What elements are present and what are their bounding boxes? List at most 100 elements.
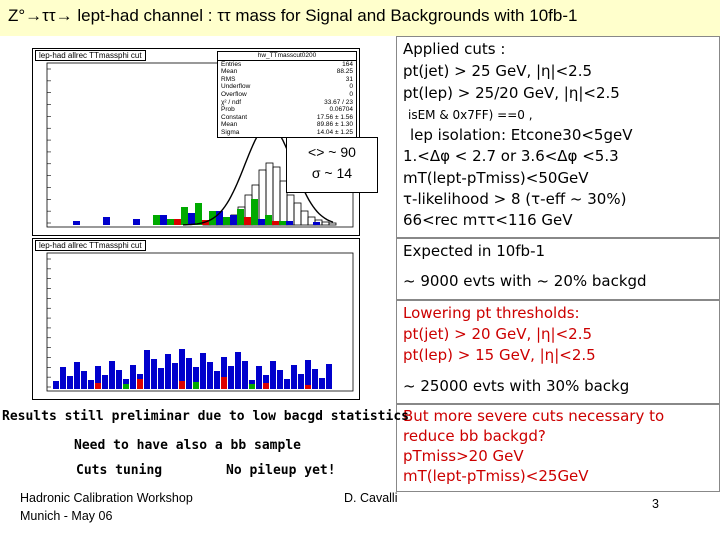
green-bar (279, 221, 286, 225)
cut-mass-window: 66<rec mττ<116 GeV (403, 211, 573, 229)
green-bar (265, 215, 272, 225)
red-bar (272, 221, 279, 225)
stats-key: Overflow (221, 90, 247, 98)
green-bar (193, 382, 199, 389)
title-bar: Z°→ττ→ lept-had channel : ττ mass for Si… (0, 0, 720, 36)
cut-dphi: 1.<Δφ < 2.7 or 3.6<Δφ <5.3 (403, 147, 619, 165)
stats-key: RMS (221, 75, 236, 83)
green-bar (251, 199, 258, 225)
blue-bar (158, 368, 164, 389)
blue-bar (221, 357, 227, 389)
stats-value: 0.06704 (329, 106, 354, 114)
blue-bar (286, 221, 293, 225)
severe-box (396, 404, 720, 492)
red-bar (263, 383, 269, 389)
stats-box: hw_TTmasscut0200 Entries 164 Mean 88.25 RMS 3… (217, 51, 357, 138)
cut-jet-pt: pt(jet) > 25 GeV, |η|<2.5 (403, 62, 593, 80)
expected-heading: Expected in 10fb-1 (403, 242, 546, 260)
blue-bar (228, 366, 234, 389)
lowering-box (396, 300, 720, 404)
green-bar (167, 219, 174, 225)
severe-line-4: mT(lept-pTmiss)<25GeV (403, 467, 589, 485)
green-bar (153, 215, 160, 225)
green-bar (223, 217, 230, 225)
stats-box-name: hw_TTmasscut0200 (218, 52, 356, 61)
stats-row: Mean 89.86 ± 1.30 (218, 121, 356, 129)
red-bar (174, 219, 181, 225)
blue-bar (256, 366, 262, 389)
green-bar (195, 203, 202, 225)
blue-bar (151, 359, 157, 389)
bottom-histogram-label: lep-had allrec TTmassphi cut (35, 240, 146, 251)
green-bar (181, 207, 188, 225)
blue-bar (263, 375, 269, 389)
footer-author: D. Cavalli (344, 491, 398, 505)
signal-bar (286, 194, 295, 226)
blue-bar (235, 352, 241, 389)
red-bar (95, 383, 101, 389)
red-bar (244, 217, 251, 225)
signal-bar (328, 222, 337, 226)
blue-bar (102, 375, 108, 389)
blue-bar (298, 374, 304, 389)
stats-value: 0 (349, 83, 353, 91)
blue-bar (277, 370, 283, 389)
slide-title: Z°→ττ→ lept-had channel : ττ mass for Si… (8, 6, 578, 25)
blue-bar (216, 211, 223, 225)
blue-bar (258, 219, 265, 225)
bottom-histogram-frame (46, 252, 354, 392)
stats-row: Constant 17.56 ± 1.56 (218, 114, 356, 122)
cut-lep-pt: pt(lep) > 25/20 GeV, |η|<2.5 (403, 84, 620, 102)
stats-value: 89.86 ± 1.30 (316, 121, 353, 129)
blue-bar (312, 369, 318, 389)
signal-bar (321, 221, 330, 226)
stats-key: χ² / ndf (221, 98, 242, 106)
red-bar (221, 377, 227, 389)
stats-key: Sigma (221, 128, 240, 136)
blue-bar (305, 360, 311, 389)
footer-place: Munich - May 06 (20, 509, 113, 523)
green-bar (249, 384, 255, 389)
blue-bar (103, 217, 110, 225)
severe-line-2: reduce bb backgd? (403, 427, 546, 445)
blue-bar (200, 353, 206, 389)
blue-bar (67, 376, 73, 389)
stats-value: 164 (342, 60, 353, 68)
blue-bar (53, 381, 59, 389)
blue-bar (188, 213, 195, 225)
lowering-lep-pt: pt(lep) > 15 GeV, |η|<2.5 (403, 346, 596, 364)
blue-bar (116, 370, 122, 389)
fit-callout: <> ~ 90 σ ~ 14 (286, 137, 378, 193)
blue-bar (179, 349, 185, 389)
green-bar (237, 209, 244, 225)
stats-key: Mean (221, 68, 238, 76)
blue-bar (109, 361, 115, 389)
blue-bar (186, 358, 192, 389)
stats-value: 33.67 / 23 (324, 98, 353, 106)
stats-row: Underflow 0 (218, 83, 356, 91)
cuts-box (396, 36, 720, 238)
stats-value: 14.04 ± 1.25 (316, 128, 353, 136)
stats-value: 17.56 ± 1.56 (316, 113, 353, 121)
top-histogram-canvas (46, 62, 354, 228)
stats-rows: Entries 164 Mean 88.25 RMS 31 Underflow 0 Overfl… (218, 61, 356, 137)
bottom-histogram: lep-had allrec TTmassphi cut (32, 238, 360, 400)
stats-value: 31 (345, 75, 353, 83)
bottom-histogram-canvas (46, 252, 354, 392)
expected-events: ~ 9000 evts with ~ 20% backgd (403, 272, 647, 290)
blue-bar (95, 366, 101, 389)
lowering-result: ~ 25000 evts with 30% backg (403, 377, 630, 395)
expected-box (396, 238, 720, 300)
green-bar (123, 384, 129, 389)
blue-bar (291, 365, 297, 389)
cuts-heading: Applied cuts : (403, 40, 506, 58)
blue-bar (160, 215, 167, 225)
blue-bar (319, 378, 325, 389)
preliminary-line-3a: Cuts tuning (76, 463, 163, 478)
callout-mean: <> ~ 90 (308, 144, 356, 160)
blue-bar (81, 371, 87, 389)
cut-tau-likelihood: τ-likelihood > 8 (τ-eff ~ 30%) (403, 190, 627, 208)
stats-row: RMS 31 (218, 76, 356, 84)
stats-row: Overflow 0 (218, 91, 356, 99)
blue-bar (133, 219, 140, 225)
